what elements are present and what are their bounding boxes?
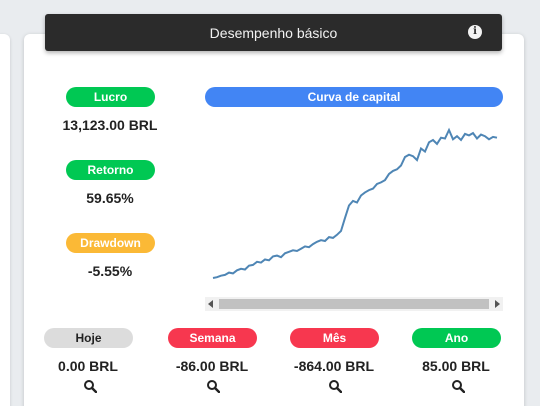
left-panel-edge bbox=[0, 34, 10, 406]
period-today-badge[interactable]: Hoje bbox=[44, 328, 133, 348]
search-icon[interactable] bbox=[83, 379, 97, 393]
period-month-badge[interactable]: Mês bbox=[290, 328, 379, 348]
scroll-left-arrow[interactable] bbox=[208, 300, 213, 308]
period-year-badge[interactable]: Ano bbox=[412, 328, 501, 348]
drawdown-value: -5.55% bbox=[87, 263, 133, 279]
search-icon[interactable] bbox=[328, 379, 342, 393]
chart-scrollbar[interactable] bbox=[205, 297, 503, 311]
period-year-value: 85.00 BRL bbox=[422, 358, 490, 374]
equity-curve-title: Curva de capital bbox=[205, 87, 503, 107]
return-value: 59.65% bbox=[86, 190, 134, 206]
period-week-badge[interactable]: Semana bbox=[168, 328, 257, 348]
equity-curve-line bbox=[212, 127, 498, 279]
period-week-value: -86.00 BRL bbox=[175, 358, 249, 374]
profit-badge: Lucro bbox=[66, 87, 155, 107]
card-title: Desempenho básico bbox=[209, 24, 338, 41]
search-icon[interactable] bbox=[451, 379, 465, 393]
return-badge: Retorno bbox=[66, 160, 155, 180]
card-header: Desempenho básico i bbox=[45, 14, 502, 51]
info-icon[interactable]: i bbox=[468, 25, 482, 39]
equity-curve-chart bbox=[212, 127, 498, 279]
scroll-right-arrow[interactable] bbox=[495, 300, 500, 308]
period-month-value: -864.00 BRL bbox=[293, 358, 375, 374]
profit-value: 13,123.00 BRL bbox=[62, 117, 158, 133]
drawdown-badge: Drawdown bbox=[66, 233, 155, 253]
scroll-thumb[interactable] bbox=[219, 299, 489, 309]
period-today-value: 0.00 BRL bbox=[58, 358, 118, 374]
search-icon[interactable] bbox=[206, 379, 220, 393]
